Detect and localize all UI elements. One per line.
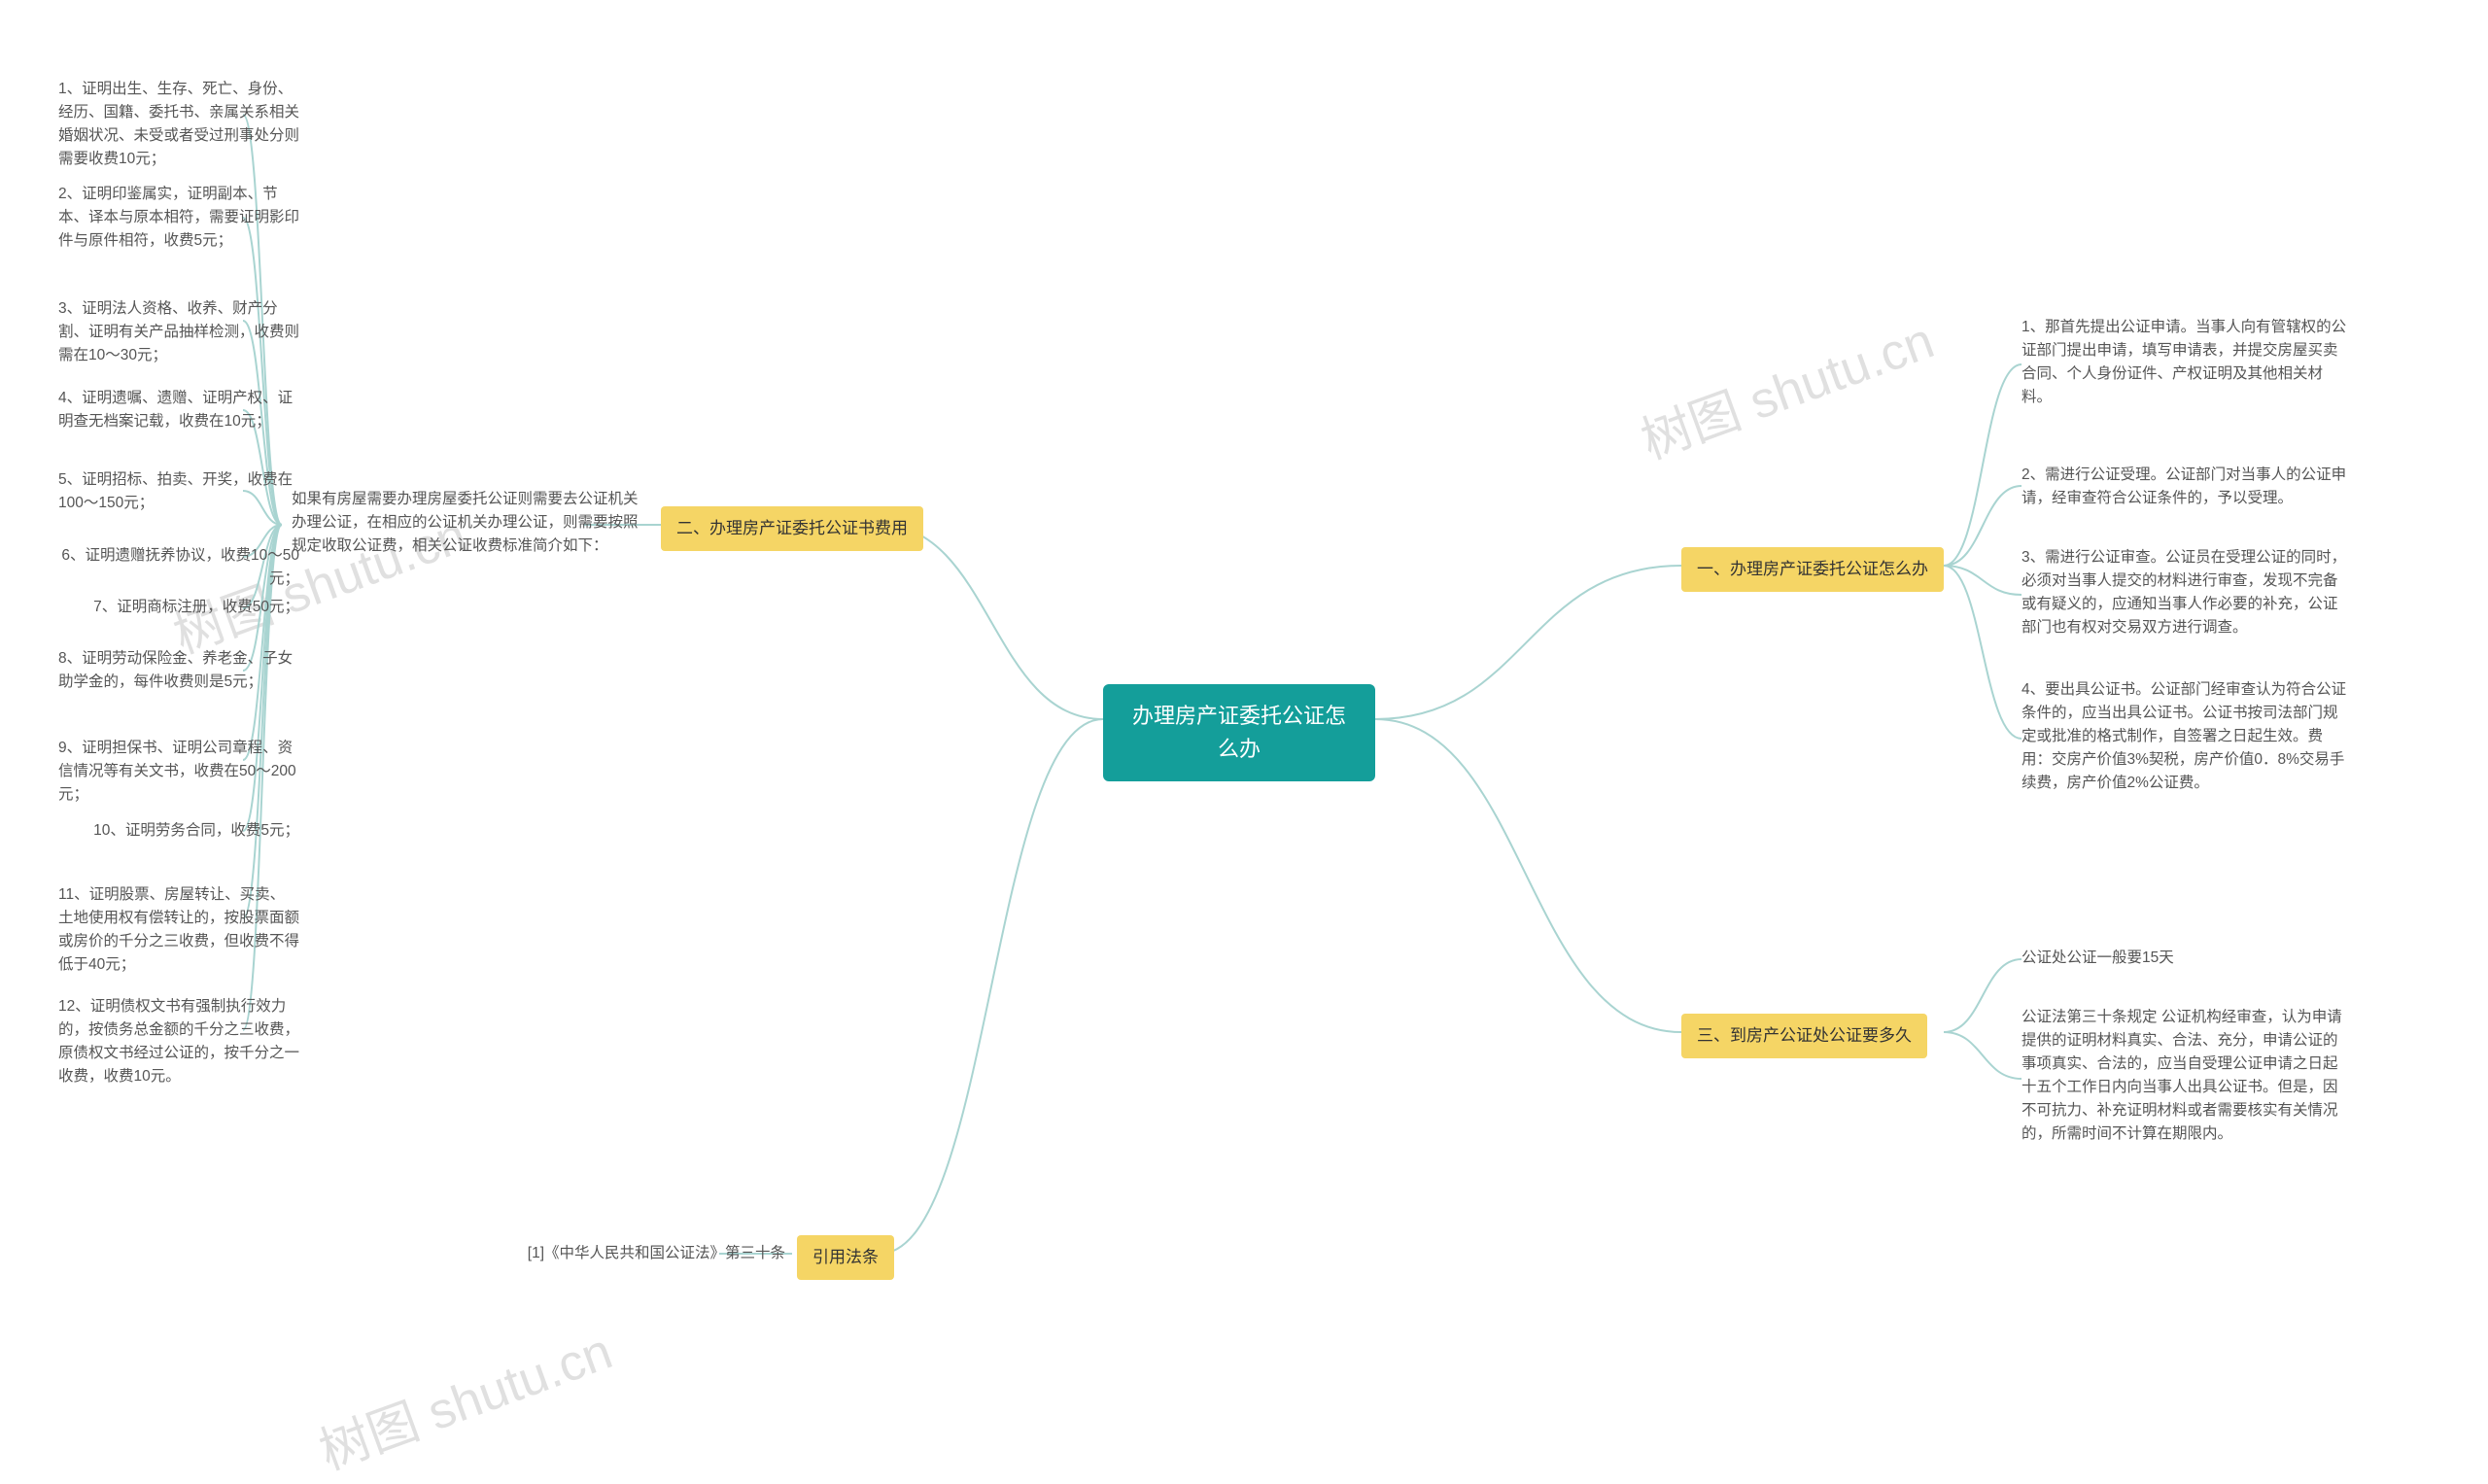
branch-1-item: 1、那首先提出公证申请。当事人向有管辖权的公证部门提出申请，填写申请表，并提交房…	[2022, 316, 2352, 409]
fee-item: 5、证明招标、拍卖、开奖，收费在100～150元；	[58, 468, 299, 515]
center-node: 办理房产证委托公证怎么办	[1103, 684, 1375, 781]
watermark: 树图 shutu.cn	[1630, 299, 1943, 472]
branch-4: 引用法条	[797, 1235, 894, 1280]
branch-1: 一、办理房产证委托公证怎么办	[1681, 547, 1944, 592]
branch-2-intro: 如果有房屋需要办理房屋委托公证则需要去公证机关办理公证，在相应的公证机关办理公证…	[292, 488, 651, 558]
fee-item: 6、证明遗赠抚养协议，收费10～50元；	[58, 544, 299, 591]
fee-item: 7、证明商标注册，收费50元；	[58, 596, 299, 619]
branch-4-item: [1]《中华人民共和国公证法》第三十条	[465, 1242, 785, 1265]
branch-1-item: 4、要出具公证书。公证部门经审查认为符合公证条件的，应当出具公证书。公证书按司法…	[2022, 678, 2352, 795]
fee-item: 12、证明债权文书有强制执行效力的，按债务总金额的千分之三收费，原债权文书经过公…	[58, 995, 299, 1088]
fee-item: 9、证明担保书、证明公司章程、资信情况等有关文书，收费在50～200元；	[58, 737, 299, 807]
fee-item: 4、证明遗嘱、遗赠、证明产权、证明查无档案记载，收费在10元；	[58, 387, 299, 433]
fee-item: 8、证明劳动保险金、养老金、子女助学金的，每件收费则是5元；	[58, 647, 299, 694]
branch-2: 二、办理房产证委托公证书费用	[661, 506, 923, 551]
fee-item: 3、证明法人资格、收养、财产分割、证明有关产品抽样检测，收费则需在10～30元；	[58, 297, 299, 367]
branch-3: 三、到房产公证处公证要多久	[1681, 1014, 1927, 1058]
watermark: 树图 shutu.cn	[308, 1310, 621, 1483]
branch-1-item: 2、需进行公证受理。公证部门对当事人的公证申请，经审查符合公证条件的，予以受理。	[2022, 464, 2352, 510]
branch-3-item: 公证法第三十条规定 公证机构经审查，认为申请提供的证明材料真实、合法、充分，申请…	[2022, 1006, 2352, 1146]
fee-item: 1、证明出生、生存、死亡、身份、经历、国籍、委托书、亲属关系相关婚姻状况、未受或…	[58, 78, 299, 171]
fee-item: 10、证明劳务合同，收费5元；	[58, 819, 299, 843]
fee-item: 11、证明股票、房屋转让、买卖、土地使用权有偿转让的，按股票面额或房价的千分之三…	[58, 883, 299, 977]
branch-3-item: 公证处公证一般要15天	[2022, 947, 2352, 970]
fee-item: 2、证明印鉴属实，证明副本、节本、译本与原本相符，需要证明影印件与原件相符，收费…	[58, 183, 299, 253]
branch-1-item: 3、需进行公证审查。公证员在受理公证的同时，必须对当事人提交的材料进行审查，发现…	[2022, 546, 2352, 639]
